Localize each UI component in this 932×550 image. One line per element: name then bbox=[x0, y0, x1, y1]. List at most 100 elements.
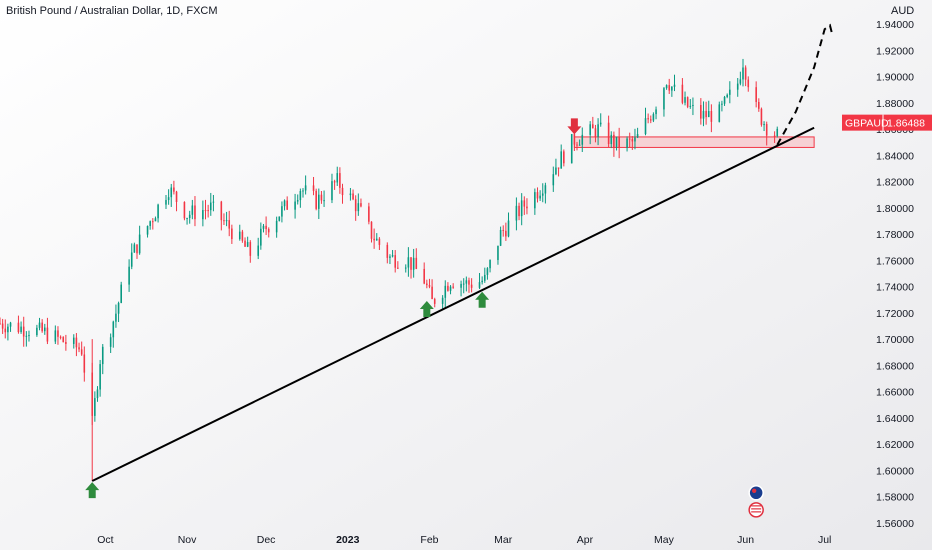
candle-body bbox=[296, 200, 299, 202]
australia-flag-detail bbox=[751, 488, 757, 493]
candle-body bbox=[54, 330, 57, 342]
candle-body bbox=[483, 274, 486, 281]
y-tick-label: 1.90000 bbox=[876, 72, 914, 84]
candle-body bbox=[78, 347, 80, 350]
candle-body bbox=[109, 337, 112, 347]
candle-body bbox=[225, 220, 228, 222]
candle-body bbox=[557, 167, 560, 169]
x-tick-label: Feb bbox=[420, 534, 438, 546]
candle-body bbox=[718, 104, 721, 122]
candle-body bbox=[415, 257, 418, 269]
candle-body bbox=[407, 257, 410, 268]
candle-body bbox=[323, 200, 325, 202]
price-tag bbox=[842, 114, 932, 131]
candle-body bbox=[312, 185, 315, 191]
candle-body bbox=[188, 214, 191, 219]
candle-body bbox=[183, 201, 186, 219]
candle-body bbox=[644, 118, 647, 135]
candle-body bbox=[389, 256, 391, 258]
x-tick-label: Apr bbox=[577, 534, 594, 546]
candle-body bbox=[449, 286, 452, 291]
candle-body bbox=[354, 199, 357, 212]
candle-body bbox=[170, 187, 173, 198]
candle-body bbox=[631, 139, 634, 142]
candle-body bbox=[505, 230, 507, 237]
candle-body bbox=[736, 83, 739, 90]
candle-body bbox=[536, 192, 539, 199]
candle-body bbox=[518, 205, 520, 217]
candle-body bbox=[594, 128, 597, 138]
candle-body bbox=[526, 206, 528, 209]
candle-body bbox=[165, 200, 167, 205]
candle-body bbox=[75, 337, 78, 348]
candle-body bbox=[267, 229, 270, 233]
candle-body bbox=[220, 201, 223, 221]
candle-body bbox=[207, 210, 209, 212]
candle-body bbox=[375, 238, 378, 241]
candle-body bbox=[570, 134, 573, 164]
up-arrow-icon bbox=[419, 300, 434, 317]
candle-body bbox=[360, 203, 362, 207]
candle-body bbox=[96, 389, 99, 399]
y-tick-label: 1.56000 bbox=[876, 518, 914, 530]
candle-body bbox=[705, 110, 707, 118]
candle-body bbox=[555, 167, 557, 175]
candle-body bbox=[157, 204, 159, 219]
candle-body bbox=[686, 97, 689, 107]
candle-body bbox=[294, 201, 296, 210]
candle-body bbox=[304, 185, 307, 191]
y-tick-label: 1.64000 bbox=[876, 413, 914, 425]
candle-body bbox=[610, 134, 613, 145]
candle-body bbox=[481, 280, 483, 283]
candle-body bbox=[128, 266, 130, 285]
projection-path bbox=[776, 23, 834, 146]
candle-body bbox=[673, 84, 676, 87]
candle-body bbox=[573, 134, 576, 145]
candle-body bbox=[373, 238, 375, 241]
candle-body bbox=[281, 206, 283, 217]
candle-body bbox=[320, 194, 323, 201]
y-tick-label: 1.60000 bbox=[876, 465, 914, 477]
x-tick-label: Jul bbox=[818, 534, 831, 546]
candle-body bbox=[315, 190, 317, 209]
candle-body bbox=[465, 280, 468, 284]
candle-body bbox=[410, 257, 412, 270]
candle-body bbox=[368, 206, 370, 222]
candle-body bbox=[38, 322, 41, 328]
candle-body bbox=[502, 229, 505, 231]
candle-body bbox=[489, 260, 491, 269]
candle-body bbox=[581, 134, 584, 145]
candle-body bbox=[515, 205, 518, 221]
candle-body bbox=[0, 323, 1, 325]
y-tick-label: 1.66000 bbox=[876, 387, 914, 399]
candle-body bbox=[244, 240, 246, 247]
y-tick-label: 1.68000 bbox=[876, 360, 914, 372]
candle-body bbox=[370, 221, 373, 239]
candle-body bbox=[663, 88, 665, 110]
candle-body bbox=[223, 220, 225, 222]
candle-body bbox=[238, 231, 241, 240]
candle-body bbox=[352, 193, 354, 200]
candle-body bbox=[462, 283, 465, 285]
candle-body bbox=[576, 144, 578, 146]
candle-body bbox=[634, 137, 636, 142]
candle-body bbox=[478, 282, 481, 288]
candle-body bbox=[43, 327, 46, 332]
candle-body bbox=[692, 104, 694, 106]
up-arrow-icon bbox=[475, 291, 490, 308]
candle-body bbox=[112, 321, 115, 338]
candle-body bbox=[278, 216, 281, 221]
candle-body bbox=[191, 205, 194, 215]
candle-body bbox=[62, 337, 65, 343]
candle-body bbox=[175, 191, 178, 202]
candle-body bbox=[689, 105, 692, 107]
candle-body bbox=[212, 201, 215, 203]
x-tick-label: Nov bbox=[178, 534, 197, 546]
candle-body bbox=[747, 79, 750, 88]
candle-body bbox=[154, 218, 157, 222]
candle-body bbox=[194, 205, 196, 220]
candle-body bbox=[707, 111, 710, 118]
candle-body bbox=[470, 284, 473, 288]
